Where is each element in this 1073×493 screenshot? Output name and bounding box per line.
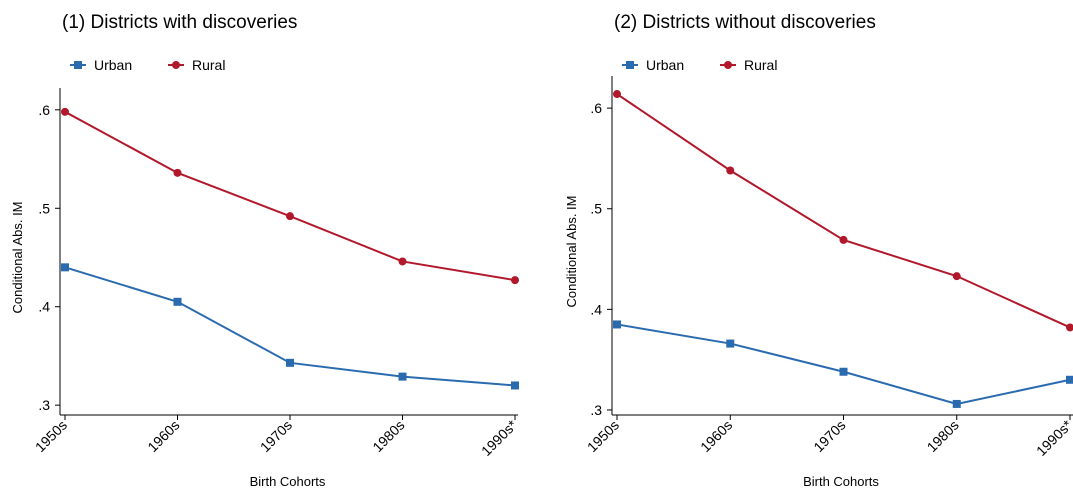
y-tick-label: .3 [38, 397, 50, 413]
legend-label-rural: Rural [744, 57, 777, 73]
legend: Urban Rural [622, 57, 777, 73]
legend-marker-circle [724, 61, 732, 69]
x-tick-label: 1980s [369, 417, 407, 455]
y-tick-label: .5 [38, 200, 50, 216]
x-tick-label: 1970s [257, 417, 295, 455]
data-point-rural [398, 257, 407, 266]
series-rural [613, 90, 1073, 332]
legend-marker-circle [172, 61, 180, 69]
y-tick-label: .5 [590, 201, 602, 217]
chart-panel-2: (2) Districts without discoveries Urban Ru… [564, 12, 1073, 489]
x-tick-label: 1970s [810, 417, 848, 455]
legend-label-urban: Urban [94, 57, 132, 73]
data-point-rural [61, 107, 69, 116]
y-tick-label: .6 [590, 100, 602, 116]
data-point-urban [398, 372, 407, 381]
x-tick-label: 1990s* [478, 416, 521, 459]
legend-marker-square [626, 61, 634, 69]
data-point-urban [726, 339, 735, 348]
y-tick-label: .6 [38, 102, 50, 118]
data-point-rural [286, 212, 294, 221]
legend-label-urban: Urban [646, 57, 684, 73]
data-point-rural [952, 272, 961, 281]
data-point-urban [952, 399, 961, 408]
legend: Urban Rural [70, 57, 225, 73]
y-tick-label: .3 [590, 402, 602, 418]
data-point-urban [286, 358, 294, 367]
x-tick-label: 1980s [924, 417, 962, 455]
legend-marker-square [74, 61, 82, 69]
x-axis-title: Birth Cohorts [803, 474, 879, 489]
data-point-rural [173, 168, 182, 177]
data-point-rural [511, 276, 519, 285]
data-point-urban [613, 320, 621, 329]
x-tick-label: 1960s [697, 417, 735, 455]
series-line-rural [64, 110, 516, 282]
series-line-urban [64, 266, 516, 387]
data-point-rural [839, 235, 848, 244]
legend-label-rural: Rural [192, 57, 225, 73]
data-point-rural [1066, 323, 1073, 332]
y-tick-label: .4 [38, 299, 50, 315]
y-axis-title: Conditional Abs. IM [10, 201, 25, 313]
data-point-urban [839, 367, 848, 376]
series-line-rural [616, 93, 1071, 329]
y-axis-title: Conditional Abs. IM [564, 195, 579, 307]
data-point-rural [726, 166, 735, 175]
data-point-urban [173, 297, 182, 306]
x-tick-label: 1950s [584, 417, 622, 455]
x-axis-title: Birth Cohorts [250, 474, 326, 489]
x-tick-label: 1990s* [1033, 416, 1073, 459]
data-point-urban [511, 381, 519, 390]
series-urban [61, 263, 519, 390]
series-rural [61, 107, 519, 285]
series-line-urban [616, 323, 1071, 405]
series-urban [613, 320, 1073, 408]
x-tick-label: 1950s [32, 417, 70, 455]
x-tick-label: 1960s [144, 417, 182, 455]
panel-title: (1) Districts with discoveries [62, 12, 297, 33]
data-point-urban [61, 263, 69, 272]
data-point-urban [1066, 375, 1073, 384]
panel-title: (2) Districts without discoveries [614, 12, 876, 33]
chart-panel-1: (1) Districts with discoveries Urban Rural… [10, 12, 521, 489]
y-tick-label: .4 [590, 301, 602, 317]
data-point-rural [613, 90, 621, 99]
